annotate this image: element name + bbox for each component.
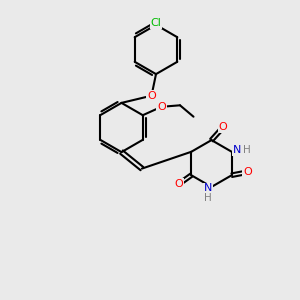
Text: H: H (204, 193, 212, 203)
Text: N: N (233, 145, 242, 155)
Text: O: O (243, 167, 252, 177)
Text: O: O (157, 102, 166, 112)
Text: Cl: Cl (151, 18, 161, 28)
Text: O: O (218, 122, 227, 133)
Text: O: O (174, 179, 183, 189)
Text: H: H (243, 145, 251, 155)
Text: N: N (204, 183, 212, 194)
Text: O: O (147, 91, 156, 101)
